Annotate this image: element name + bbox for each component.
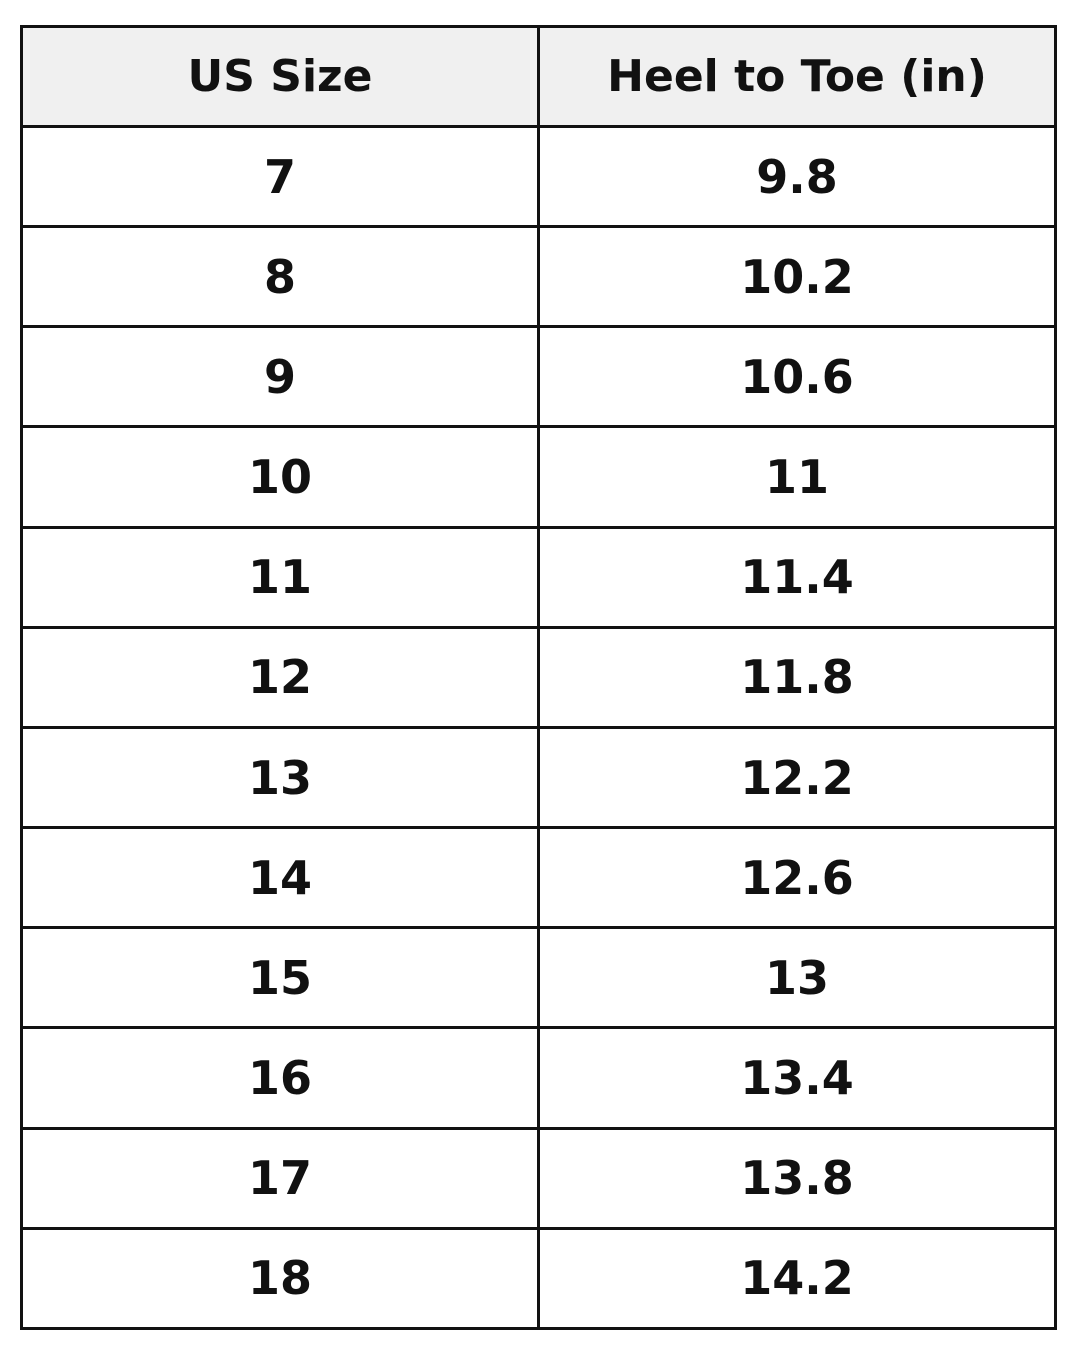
header-heel-to-toe: Heel to Toe (in) xyxy=(537,25,1057,128)
us-size-cell: 14 xyxy=(20,826,540,930)
us-size-cell: 15 xyxy=(20,926,540,1030)
table-row: 16 13.4 xyxy=(20,1026,1057,1130)
table-row: 11 11.4 xyxy=(20,525,1057,629)
heel-to-toe-cell: 11 xyxy=(537,425,1057,529)
us-size-cell: 11 xyxy=(20,525,540,629)
table-row: 18 14.2 xyxy=(20,1226,1057,1331)
heel-to-toe-cell: 13.4 xyxy=(537,1026,1057,1130)
table-row: 8 10.2 xyxy=(20,225,1057,329)
us-size-cell: 7 xyxy=(20,124,540,229)
table-row: 9 10.6 xyxy=(20,325,1057,429)
header-row: US Size Heel to Toe (in) xyxy=(20,25,1057,128)
heel-to-toe-cell: 10.2 xyxy=(537,225,1057,329)
table-body: 7 9.8 8 10.2 9 10.6 10 11 11 11.4 12 11.8 13 12.2 14 12… xyxy=(20,124,1057,1331)
heel-to-toe-cell: 12.2 xyxy=(537,725,1057,830)
us-size-cell: 12 xyxy=(20,625,540,729)
heel-to-toe-cell: 12.6 xyxy=(537,826,1057,930)
us-size-cell: 9 xyxy=(20,325,540,429)
us-size-cell: 17 xyxy=(20,1126,540,1230)
header-us-size: US Size xyxy=(20,25,540,128)
heel-to-toe-cell: 13 xyxy=(537,926,1057,1030)
table-row: 13 12.2 xyxy=(20,725,1057,830)
heel-to-toe-cell: 11.8 xyxy=(537,625,1057,729)
heel-to-toe-cell: 9.8 xyxy=(537,124,1057,229)
table-row: 14 12.6 xyxy=(20,826,1057,930)
table-row: 10 11 xyxy=(20,425,1057,529)
heel-to-toe-cell: 13.8 xyxy=(537,1126,1057,1230)
table-row: 12 11.8 xyxy=(20,625,1057,729)
us-size-cell: 16 xyxy=(20,1026,540,1130)
us-size-cell: 18 xyxy=(20,1226,540,1331)
table-row: 17 13.8 xyxy=(20,1126,1057,1230)
heel-to-toe-cell: 10.6 xyxy=(537,325,1057,429)
heel-to-toe-cell: 11.4 xyxy=(537,525,1057,629)
us-size-cell: 13 xyxy=(20,725,540,830)
us-size-cell: 10 xyxy=(20,425,540,529)
table-row: 7 9.8 xyxy=(20,124,1057,229)
table-row: 15 13 xyxy=(20,926,1057,1030)
size-chart-table: US Size Heel to Toe (in) 7 9.8 8 10.2 9 10.6 1… xyxy=(20,25,1057,1331)
us-size-cell: 8 xyxy=(20,225,540,329)
heel-to-toe-cell: 14.2 xyxy=(537,1226,1057,1331)
